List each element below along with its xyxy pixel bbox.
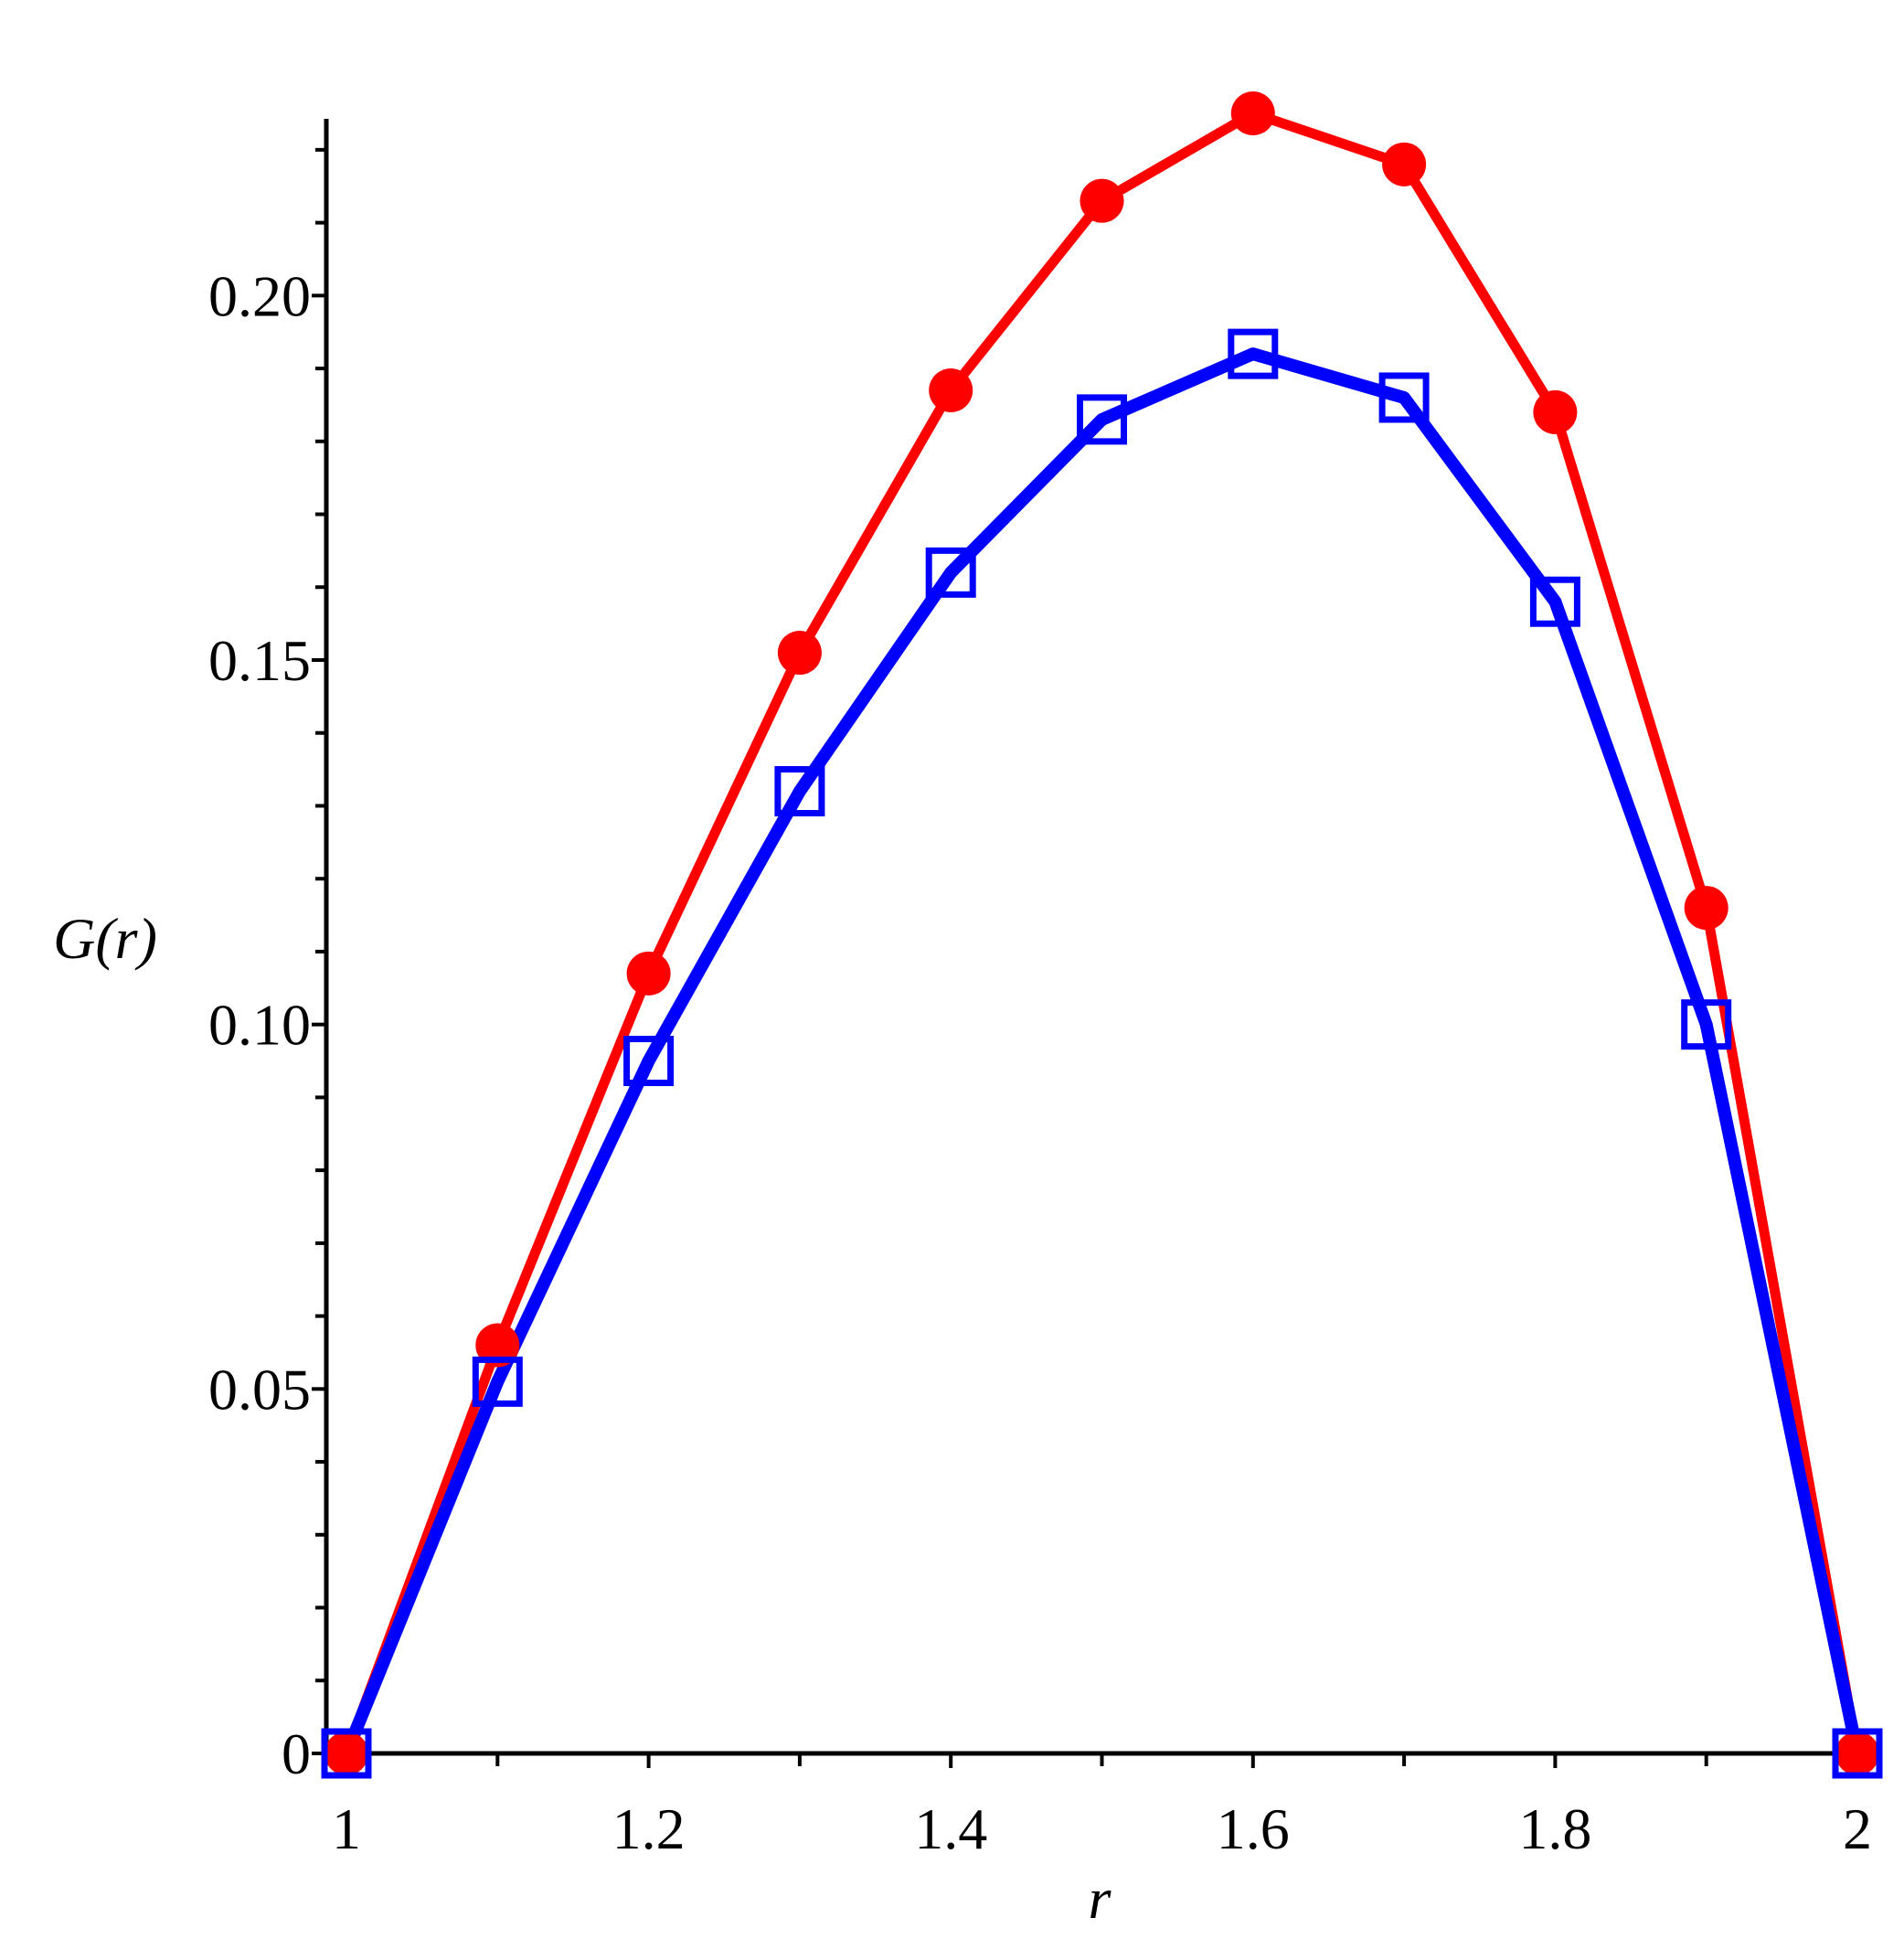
x-axis-label: r (1089, 1866, 1112, 1931)
y-tick-label: 0 (282, 1721, 311, 1786)
series-1-point (1230, 91, 1275, 135)
series-2-point (774, 766, 825, 817)
series-1-point (475, 1323, 520, 1368)
series-line-2 (340, 347, 1864, 1756)
series-2-point (1832, 1728, 1883, 1779)
series-2-point (1681, 999, 1732, 1050)
y-tick-label: 0.10 (208, 993, 311, 1058)
series-1-point (1533, 389, 1578, 434)
series-1-point (1080, 178, 1124, 223)
axes: 1 1.2 1.4 1.6 1.8 2 0 0.05 0.10 0.15 0.20 (208, 119, 1876, 1861)
x-tick-label: 1.8 (1518, 1796, 1591, 1861)
series-1-point (1835, 1731, 1879, 1775)
series-2-point (925, 547, 976, 598)
series-1-point (929, 368, 973, 412)
series-1-point (777, 631, 822, 676)
x-tick-label: 1.6 (1217, 1796, 1290, 1861)
x-ticks: 1 1.2 1.4 1.6 1.8 2 (332, 1753, 1872, 1861)
y-axis-label: G(r) (53, 906, 157, 971)
series-2-point (1077, 394, 1127, 445)
series-layer (340, 108, 1864, 1756)
series-2-point (472, 1356, 523, 1407)
x-tick-label: 1.2 (612, 1796, 686, 1861)
series-2-point (1529, 576, 1580, 627)
y-tick-label: 0.15 (208, 628, 311, 693)
series-2-point (321, 1728, 372, 1779)
series-1-point (324, 1731, 368, 1775)
y-tick-label: 0.05 (208, 1357, 311, 1422)
series-1-point (626, 951, 671, 996)
series-1-point (1382, 142, 1427, 186)
marker-layer (321, 91, 1883, 1779)
y-ticks: 0 0.05 0.10 0.15 0.20 (208, 147, 326, 1786)
series-2-point (1228, 328, 1279, 379)
x-tick-label: 1.4 (914, 1796, 987, 1861)
series-2-point (1378, 372, 1430, 423)
y-tick-label: 0.20 (208, 263, 311, 328)
x-tick-label: 1 (332, 1796, 361, 1861)
series-1-point (1684, 886, 1728, 931)
series-2-point (623, 1036, 675, 1087)
x-tick-label: 2 (1843, 1796, 1872, 1861)
series-line-1 (341, 108, 1863, 1755)
